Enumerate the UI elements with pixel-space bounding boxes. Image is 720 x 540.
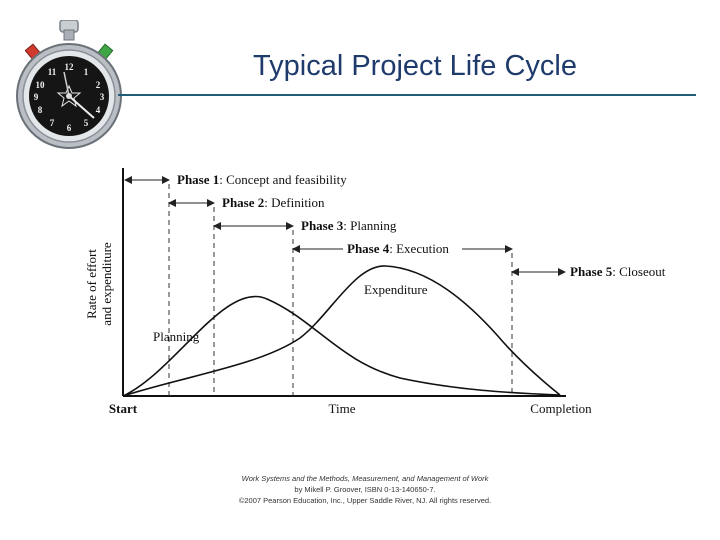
expenditure-curve — [122, 265, 561, 397]
stopwatch-icon: 12 1 2 3 4 5 6 7 8 9 10 11 — [16, 20, 122, 149]
svg-text:12: 12 — [65, 62, 75, 72]
phase-3-label: Phase 3: Planning — [301, 218, 397, 233]
svg-text:7: 7 — [50, 118, 55, 128]
svg-text:8: 8 — [38, 105, 43, 115]
svg-text:10: 10 — [36, 80, 46, 90]
credit-line-1: Work Systems and the Methods, Measuremen… — [241, 474, 489, 483]
slide-title: Typical Project Life Cycle — [253, 50, 577, 82]
x-start-label: Start — [109, 401, 138, 416]
source-credit: Work Systems and the Methods, Measuremen… — [200, 473, 530, 506]
phase-2-label: Phase 2: Definition — [222, 195, 325, 210]
svg-text:2: 2 — [96, 80, 101, 90]
svg-text:3: 3 — [100, 92, 105, 102]
phase-5-label: Phase 5: Closeout — [570, 264, 666, 279]
svg-text:5: 5 — [84, 118, 89, 128]
planning-curve — [122, 295, 561, 397]
y-axis-label-line1: Rate of effort — [84, 249, 99, 319]
svg-text:6: 6 — [67, 123, 72, 133]
y-axis-label-line2: and expenditure — [99, 242, 114, 326]
x-axis-label: Time — [329, 401, 356, 416]
planning-curve-label: Planning — [153, 329, 200, 344]
title-divider — [118, 94, 696, 96]
svg-text:1: 1 — [84, 67, 89, 77]
expenditure-curve-label: Expenditure — [364, 282, 428, 297]
x-end-label: Completion — [530, 401, 592, 416]
phase-1-label: Phase 1: Concept and feasibility — [177, 172, 347, 187]
credit-line-2: by Mikell P. Groover, ISBN 0-13-140650-7… — [294, 485, 436, 494]
svg-text:11: 11 — [48, 67, 57, 77]
phase-4-label: Phase 4: Execution — [347, 241, 449, 256]
svg-text:4: 4 — [96, 105, 101, 115]
svg-text:9: 9 — [34, 92, 39, 102]
credit-line-3: ©2007 Pearson Education, Inc., Upper Sad… — [238, 496, 492, 505]
